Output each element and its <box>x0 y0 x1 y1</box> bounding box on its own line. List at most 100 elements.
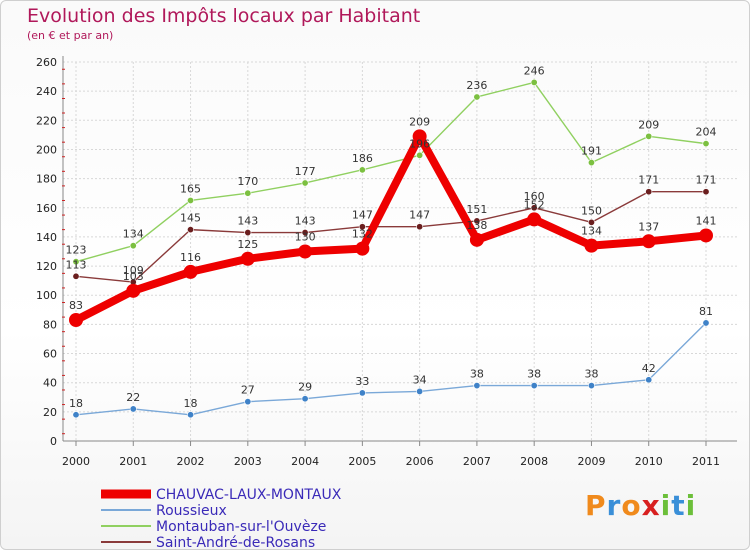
data-label-roussieux: 18 <box>69 397 83 410</box>
data-label-saint-andr-de-rosans: 113 <box>66 258 87 271</box>
x-tick-label: 2001 <box>119 455 147 468</box>
point-montauban-sur-l-ouv-ze <box>244 189 252 197</box>
data-label-montauban-sur-l-ouv-ze: 191 <box>581 145 602 158</box>
x-tick-label: 2004 <box>291 455 319 468</box>
x-tick-label: 2000 <box>62 455 90 468</box>
data-label-saint-andr-de-rosans: 147 <box>352 209 373 222</box>
data-label-saint-andr-de-rosans: 145 <box>180 212 201 225</box>
data-label-chauvac-laux-montaux: 152 <box>524 198 545 211</box>
data-label-saint-andr-de-rosans: 160 <box>524 190 545 203</box>
point-chauvac-laux-montaux <box>641 234 656 249</box>
data-label-saint-andr-de-rosans: 109 <box>123 264 144 277</box>
y-tick-label: 140 <box>36 231 57 244</box>
data-label-saint-andr-de-rosans: 147 <box>409 209 430 222</box>
chart-title: Evolution des Impôts locaux par Habitant <box>27 5 421 27</box>
point-saint-andr-de-rosans <box>702 188 710 196</box>
logo-letter: x <box>641 489 661 522</box>
data-label-montauban-sur-l-ouv-ze: 236 <box>466 79 487 92</box>
point-chauvac-laux-montaux <box>469 232 484 247</box>
point-roussieux <box>530 382 538 390</box>
x-tick-label: 2010 <box>635 455 663 468</box>
point-chauvac-laux-montaux <box>527 212 542 227</box>
y-tick-label: 220 <box>36 114 57 127</box>
data-label-montauban-sur-l-ouv-ze: 177 <box>295 165 316 178</box>
point-montauban-sur-l-ouv-ze <box>473 93 481 101</box>
point-montauban-sur-l-ouv-ze <box>702 140 710 148</box>
data-label-montauban-sur-l-ouv-ze: 165 <box>180 182 201 195</box>
series-lines <box>69 78 713 419</box>
data-label-chauvac-laux-montaux: 103 <box>123 270 144 283</box>
data-label-roussieux: 27 <box>241 384 255 397</box>
y-tick-label: 60 <box>43 348 57 361</box>
point-montauban-sur-l-ouv-ze <box>530 78 538 86</box>
data-label-saint-andr-de-rosans: 143 <box>237 215 258 228</box>
point-montauban-sur-l-ouv-ze <box>645 132 653 140</box>
x-tick-label: 2007 <box>463 455 491 468</box>
data-label-montauban-sur-l-ouv-ze: 134 <box>123 228 144 241</box>
grid-lines <box>63 61 737 442</box>
point-saint-andr-de-rosans <box>645 188 653 196</box>
data-label-roussieux: 38 <box>527 368 541 381</box>
point-montauban-sur-l-ouv-ze <box>358 166 366 174</box>
point-chauvac-laux-montaux <box>699 228 713 243</box>
data-label-montauban-sur-l-ouv-ze: 246 <box>524 64 545 77</box>
data-label-chauvac-laux-montaux: 130 <box>295 231 316 244</box>
logo-letter: o <box>621 489 642 522</box>
data-labels: 123 134 165 170 177 186 196 236 246 191 209 204 113 1… <box>66 64 717 409</box>
data-label-chauvac-laux-montaux: 83 <box>69 299 83 312</box>
data-label-roussieux: 81 <box>699 305 713 318</box>
point-roussieux <box>702 319 710 327</box>
series-line-roussieux <box>75 322 707 416</box>
data-label-roussieux: 18 <box>184 397 198 410</box>
point-roussieux <box>473 382 481 390</box>
point-roussieux <box>187 411 195 419</box>
y-tick-label: 260 <box>36 56 57 69</box>
proxiti-logo: Proxiti <box>585 489 696 522</box>
y-tick-label: 240 <box>36 85 57 98</box>
data-label-saint-andr-de-rosans: 171 <box>696 174 717 187</box>
y-tick-label: 80 <box>43 318 57 331</box>
data-label-chauvac-laux-montaux: 141 <box>696 214 717 227</box>
x-tick-label: 2005 <box>348 455 376 468</box>
point-saint-andr-de-rosans <box>301 229 309 237</box>
series-line-saint-andr-de-rosans <box>75 191 706 283</box>
point-montauban-sur-l-ouv-ze <box>416 151 424 159</box>
point-saint-andr-de-rosans <box>244 229 252 237</box>
legend-label: Roussieux <box>156 503 227 519</box>
data-label-chauvac-laux-montaux: 138 <box>466 219 487 232</box>
logo-letter: i <box>660 489 672 522</box>
x-tick-label: 2011 <box>692 455 720 468</box>
data-label-roussieux: 33 <box>355 375 369 388</box>
point-roussieux <box>244 398 252 406</box>
data-label-roussieux: 22 <box>126 391 140 404</box>
point-chauvac-laux-montaux <box>298 244 313 259</box>
point-chauvac-laux-montaux <box>355 241 370 256</box>
point-saint-andr-de-rosans <box>358 223 366 231</box>
data-label-chauvac-laux-montaux: 116 <box>180 251 201 264</box>
x-tick-label: 2006 <box>406 455 434 468</box>
y-tick-label: 100 <box>36 289 57 302</box>
y-tick-label: 20 <box>43 406 57 419</box>
point-saint-andr-de-rosans <box>72 272 80 280</box>
point-chauvac-laux-montaux <box>412 129 427 144</box>
data-label-roussieux: 38 <box>470 368 484 381</box>
legend-label: Montauban-sur-l'Ouvèze <box>156 519 326 535</box>
x-tick-label: 2009 <box>577 455 605 468</box>
y-tick-label: 40 <box>43 377 57 390</box>
data-label-montauban-sur-l-ouv-ze: 209 <box>638 118 659 131</box>
data-label-roussieux: 38 <box>584 368 598 381</box>
y-tick-label: 0 <box>50 435 57 448</box>
point-roussieux <box>416 387 424 395</box>
point-chauvac-laux-montaux <box>126 283 141 298</box>
logo-letter: P <box>585 489 607 522</box>
point-chauvac-laux-montaux <box>584 238 599 253</box>
data-label-montauban-sur-l-ouv-ze: 186 <box>352 152 373 165</box>
logo-letter: t <box>671 489 686 522</box>
point-montauban-sur-l-ouv-ze <box>72 258 80 266</box>
logo-letter: i <box>685 489 697 522</box>
point-saint-andr-de-rosans <box>473 217 481 225</box>
data-label-saint-andr-de-rosans: 150 <box>581 204 602 217</box>
point-roussieux <box>129 405 137 413</box>
